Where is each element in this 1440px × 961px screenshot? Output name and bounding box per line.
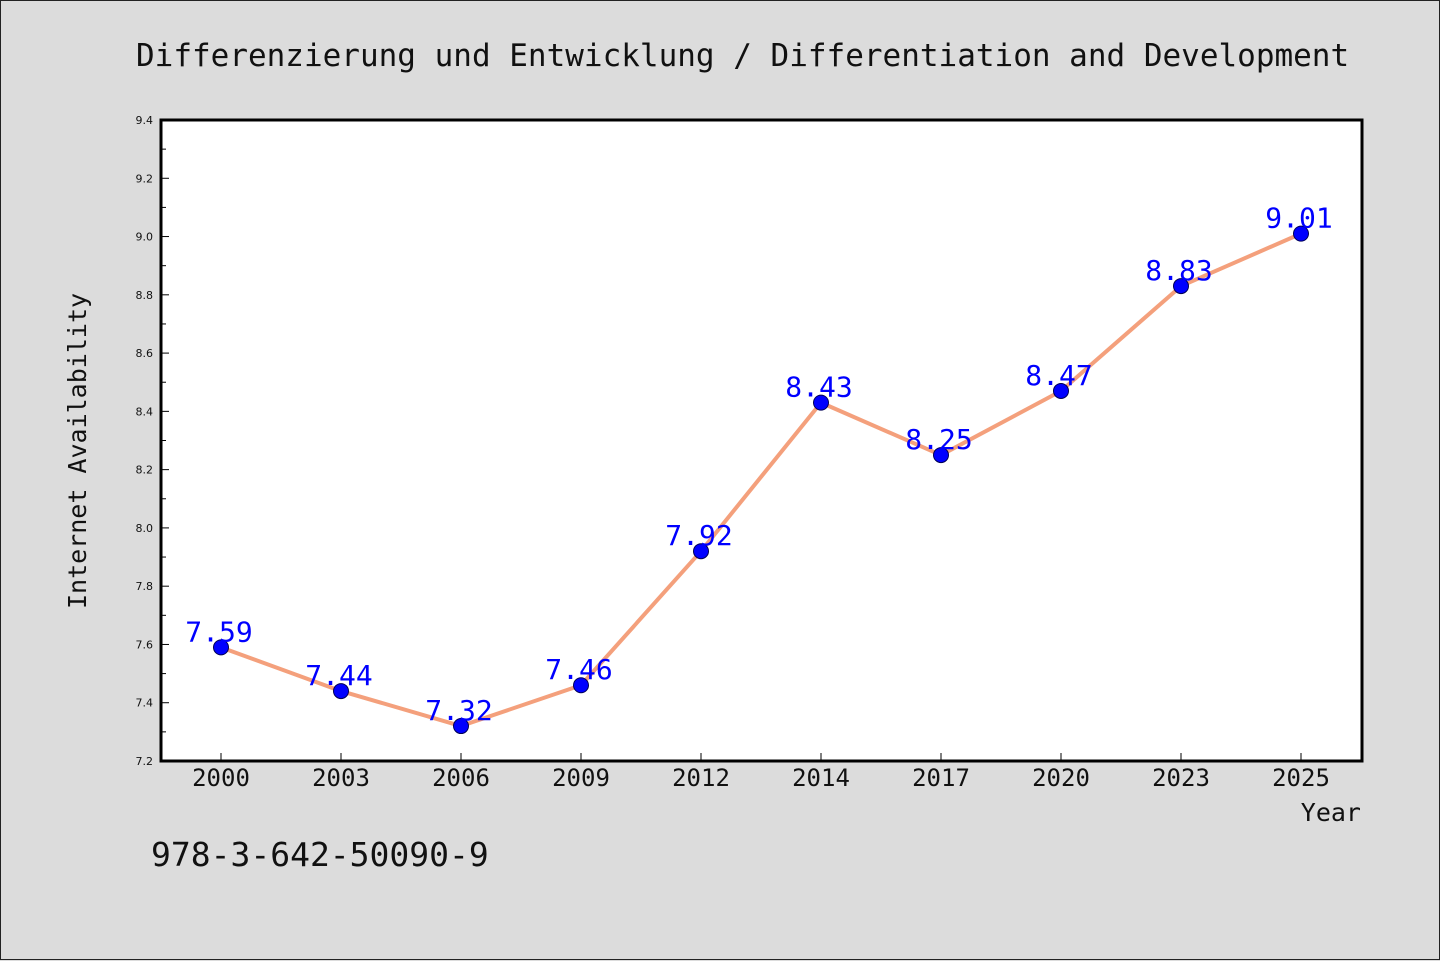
data-point [213, 639, 229, 656]
data-point [1293, 225, 1309, 242]
y-tick-label: 9.0 [136, 231, 154, 244]
data-label: 7.46 [545, 653, 612, 686]
x-tick-label: 2003 [312, 764, 370, 792]
y-tick-label: 9.2 [136, 172, 154, 185]
y-tick-label: 8.2 [136, 464, 154, 477]
y-tick-label: 7.8 [136, 580, 154, 593]
y-tick-label: 8.8 [136, 289, 154, 302]
x-axis-label: Year [1301, 798, 1361, 827]
series-line [219, 231, 1303, 729]
data-point [453, 718, 469, 735]
series-group: 7.59 7.44 7.32 7.46 7.92 8.43 8.25 8.47 8.83 9.01 [185, 202, 1333, 735]
y-tick-label: 8.6 [136, 347, 154, 360]
data-label: 9.01 [1265, 202, 1332, 235]
x-tick-label: 2009 [552, 764, 610, 792]
data-point [333, 683, 349, 700]
data-point [1173, 278, 1189, 295]
data-point [933, 447, 949, 464]
y-tick-label: 8.4 [136, 405, 154, 418]
data-label: 7.92 [665, 519, 732, 552]
data-label: 7.59 [185, 615, 252, 648]
isbn-text: 978-3-642-50090-9 [151, 835, 489, 874]
y-tick-label: 7.6 [136, 638, 154, 651]
data-label: 7.44 [305, 659, 372, 692]
chart-title: Differenzierung und Entwicklung / Differ… [136, 38, 1349, 74]
x-tick-label: 2012 [672, 764, 730, 792]
x-tick-label: 2014 [792, 764, 850, 792]
data-label: 8.43 [785, 371, 852, 404]
x-tick-label: 2000 [192, 764, 250, 792]
y-tick-label: 7.4 [136, 697, 154, 710]
data-point [573, 677, 589, 694]
data-label: 8.83 [1145, 254, 1212, 287]
data-point [1053, 382, 1069, 399]
x-axis: 2000 2003 2006 2009 2012 2014 2017 2020 2023 2025 [192, 753, 1330, 792]
x-tick-label: 2025 [1272, 764, 1330, 792]
data-label: 7.32 [425, 694, 492, 727]
x-tick-label: 2020 [1032, 764, 1090, 792]
data-label: 8.25 [905, 423, 972, 456]
data-label: 8.47 [1025, 359, 1092, 392]
x-tick-label: 2023 [1152, 764, 1210, 792]
x-tick-label: 2017 [912, 764, 970, 792]
data-point [693, 543, 709, 560]
plot-area [159, 118, 1364, 763]
y-axis: 7.2 7.4 7.6 7.8 8.0 8.2 8.4 8.6 8.8 9.0 9.2 9.4 [136, 114, 169, 768]
x-tick-label: 2006 [432, 764, 490, 792]
y-tick-label: 8.0 [136, 522, 154, 535]
y-tick-label: 9.4 [136, 114, 154, 127]
y-tick-label: 7.2 [136, 755, 154, 768]
data-point [813, 394, 829, 411]
y-axis-label: Internet Availability [63, 293, 92, 609]
